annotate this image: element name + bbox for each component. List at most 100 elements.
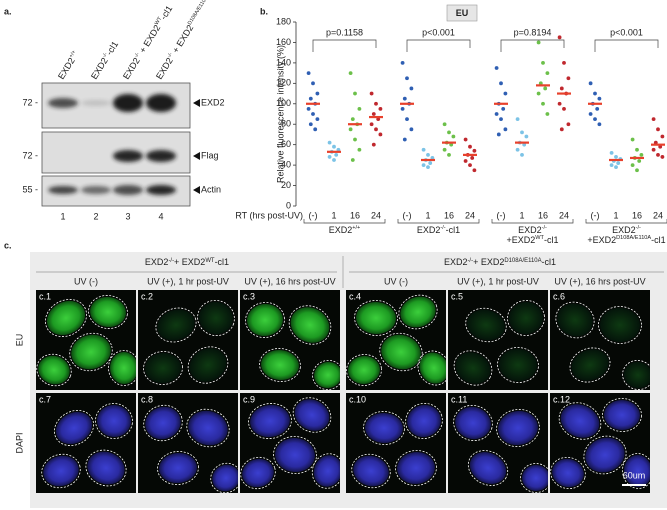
data-point	[409, 127, 414, 132]
micrograph	[346, 290, 446, 390]
data-point	[635, 147, 639, 152]
data-point	[559, 86, 564, 91]
band-label: EXD2	[201, 97, 225, 107]
nucleus-outline	[259, 348, 301, 382]
nucleus	[145, 352, 181, 384]
group-label-part: EXD2	[518, 225, 542, 235]
band-arrow	[193, 99, 200, 107]
lane-label-part: -cl1	[159, 4, 175, 22]
blot-band	[146, 185, 176, 195]
y-tick-label: 20	[281, 180, 291, 190]
nucleus-outline	[555, 301, 595, 339]
nucleus	[109, 352, 136, 384]
micrograph	[448, 290, 548, 390]
p-value: p<0.001	[422, 27, 455, 37]
y-axis-label: Relative fluorescence intensity (%)	[275, 45, 285, 183]
group-title-part: + EXD2	[473, 257, 504, 267]
x-tick-label: 1	[613, 210, 618, 220]
group-title-part: -/-	[467, 258, 473, 264]
nucleus	[71, 334, 111, 370]
data-point	[562, 106, 566, 111]
nucleus	[38, 355, 70, 385]
lane-label-part: +/+	[69, 50, 78, 60]
nucleus	[397, 451, 435, 485]
lane-label: EXD2-/--cl1	[89, 40, 120, 82]
column-title: UV (+), 1 hr post-UV	[457, 276, 539, 286]
nucleus	[381, 334, 421, 370]
x-tick-label: (-)	[591, 210, 600, 220]
nucleus	[365, 412, 403, 444]
nucleus-outline	[398, 294, 438, 330]
data-point	[637, 159, 642, 163]
nucleus	[467, 309, 505, 341]
data-point	[447, 130, 451, 135]
data-point	[369, 91, 374, 96]
blot-band	[113, 150, 143, 162]
nucleus-outline	[69, 332, 113, 372]
nucleus	[353, 455, 389, 487]
data-point	[545, 112, 550, 116]
nucleus	[522, 464, 548, 492]
data-point	[472, 148, 477, 153]
nucleus-outline	[311, 453, 340, 489]
data-point	[357, 147, 362, 152]
data-point	[348, 71, 353, 76]
y-tick-label: 100	[276, 98, 291, 108]
x-tick-label: 24	[465, 210, 475, 220]
nucleus	[189, 348, 227, 382]
lane-number: 3	[125, 211, 130, 221]
nucleus-outline	[496, 409, 540, 447]
group-title-part: -cl1	[215, 257, 230, 267]
lane-label-part: EXD2	[121, 56, 142, 81]
nucleus	[247, 303, 283, 337]
data-point	[588, 112, 593, 116]
data-point	[353, 91, 357, 96]
y-tick-label: 160	[276, 37, 291, 47]
nucleus-outline	[363, 411, 405, 445]
group-label-part: -/-	[542, 225, 547, 231]
nucleus-outline	[520, 463, 548, 493]
nucleus	[275, 437, 315, 473]
data-point	[426, 165, 430, 170]
data-point	[660, 155, 665, 159]
data-point	[536, 91, 541, 96]
image-label: c.11	[451, 394, 467, 404]
group-label-part: +/+	[352, 225, 360, 231]
data-point	[593, 91, 597, 96]
data-point	[543, 86, 548, 91]
data-point	[308, 122, 313, 127]
image-label: c.7	[39, 394, 51, 404]
data-point	[541, 101, 545, 106]
micrograph	[240, 290, 340, 390]
data-point	[593, 117, 597, 122]
nucleus-outline	[240, 456, 276, 490]
marker-label: 72 -	[22, 150, 38, 160]
data-point	[378, 132, 383, 137]
data-point	[357, 106, 362, 111]
x-tick-label: 24	[653, 210, 663, 220]
group-title: EXD2-/-+ EXD2WT-cl1	[145, 257, 229, 267]
image-label: c.12	[553, 394, 570, 404]
group-label-part: EXD2	[329, 225, 353, 235]
title-box	[446, 4, 478, 22]
group-title-part: -/-	[168, 258, 174, 264]
micrograph	[346, 393, 446, 493]
data-point	[315, 91, 320, 96]
data-point	[660, 134, 665, 139]
x-tick-label: (-)	[403, 210, 412, 220]
nucleus	[242, 458, 274, 488]
nucleus	[419, 352, 446, 384]
nucleus-outline	[54, 410, 94, 446]
micrograph	[448, 393, 548, 493]
group-title-part: EXD2	[145, 257, 169, 267]
nucleus	[46, 300, 86, 336]
nucleus-outline	[108, 350, 136, 386]
data-point	[447, 152, 451, 157]
micrograph	[138, 393, 238, 493]
data-point	[332, 144, 336, 149]
nucleus-outline	[248, 403, 292, 439]
data-point	[524, 134, 529, 139]
group-bracket	[303, 219, 386, 224]
column-title: UV (-)	[384, 276, 408, 286]
data-point	[402, 137, 407, 142]
